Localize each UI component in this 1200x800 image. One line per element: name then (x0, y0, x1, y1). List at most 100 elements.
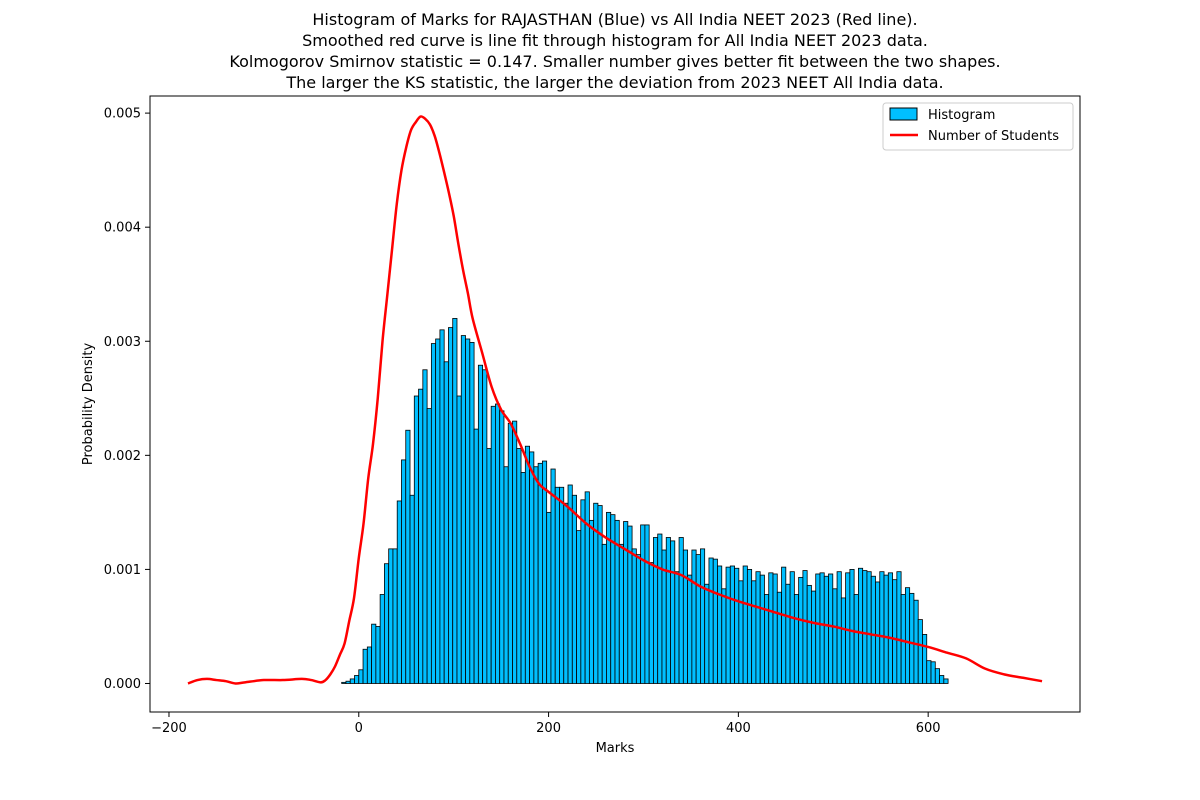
histogram-bar (930, 661, 936, 684)
x-tick-label: 200 (536, 721, 561, 736)
histogram-bar (443, 361, 449, 684)
histogram-bar (456, 395, 462, 684)
histogram-bar (435, 338, 441, 684)
histogram-bar (670, 540, 676, 684)
histogram-bar (388, 548, 394, 684)
histogram-bar (896, 571, 902, 684)
histogram-bar (806, 584, 812, 684)
histogram-bar (682, 549, 689, 684)
x-tick-label: 0 (355, 721, 363, 736)
histogram-bar (751, 580, 757, 684)
histogram-bar (567, 484, 573, 684)
histogram-bar (571, 494, 577, 684)
histogram-bar (495, 403, 501, 684)
histogram-bar (700, 548, 706, 684)
histogram-bar (341, 681, 347, 684)
histogram-bar (631, 548, 637, 684)
chart-title-line-2: Smoothed red curve is line fit through h… (302, 31, 928, 50)
histogram-bar (768, 572, 774, 684)
histogram-bar (840, 597, 847, 684)
histogram-bars (341, 318, 949, 684)
histogram-bar (371, 623, 377, 684)
histogram-bar (926, 660, 932, 684)
histogram-bar (934, 668, 940, 684)
histogram-bar (879, 571, 885, 684)
histogram-bar (917, 619, 923, 684)
histogram-bar (648, 562, 654, 684)
histogram-bar (559, 486, 565, 684)
histogram-bar (640, 524, 646, 684)
histogram-bar (580, 499, 586, 684)
histogram-bar (426, 408, 432, 684)
histogram-bar (772, 573, 778, 684)
histogram-bar (623, 521, 629, 684)
histogram-bar (524, 445, 530, 684)
chart-legend: Histogram Number of Students (882, 102, 1074, 151)
legend-histogram-swatch (889, 107, 918, 121)
histogram-bar (819, 572, 825, 684)
histogram-bar (832, 588, 838, 684)
histogram-bar (533, 466, 539, 684)
histogram-bar (875, 581, 881, 684)
histogram-bar (883, 574, 889, 684)
histogram-bar (503, 466, 509, 684)
histogram-bar (362, 648, 368, 684)
histogram-bar (913, 599, 919, 684)
histogram-bar (665, 537, 671, 684)
histogram-bar (584, 491, 590, 684)
histogram-bar (507, 422, 513, 684)
histogram-bar (418, 388, 424, 684)
histogram-bar (644, 524, 650, 684)
histogram-bar (764, 594, 770, 684)
chart-title-line-1: Histogram of Marks for RAJASTHAN (Blue) … (312, 10, 917, 29)
histogram-bar (349, 678, 355, 684)
histogram-bar (554, 486, 560, 684)
y-tick-label: 0.004 (104, 221, 141, 236)
x-tick-label: −200 (151, 721, 187, 736)
histogram-bar (687, 574, 693, 684)
histogram-bar (755, 571, 761, 684)
legend-box (882, 102, 1074, 151)
x-axis-label: Marks (596, 741, 635, 756)
y-tick-label: 0.003 (104, 335, 141, 350)
histogram-bar (887, 572, 893, 684)
chart-title-line-3: Kolmogorov Smirnov statistic = 0.147. Sm… (229, 52, 1000, 71)
histogram-bar (759, 574, 765, 684)
y-tick-label: 0.002 (104, 449, 141, 464)
histogram-bar (691, 549, 697, 684)
histogram-bar (396, 500, 402, 684)
histogram-bar (781, 566, 787, 684)
histogram-bar (401, 459, 407, 684)
histogram-bar (793, 594, 800, 684)
histogram-bar (815, 573, 821, 684)
histogram-bar (383, 563, 390, 684)
histogram-bar (635, 554, 642, 684)
histogram-bar (734, 567, 740, 684)
histogram-bar (345, 680, 351, 684)
histogram-bar (892, 579, 898, 684)
histogram-bar (849, 569, 855, 684)
histogram-bar (405, 429, 411, 684)
histogram-bar (409, 494, 415, 684)
histogram-bar (460, 335, 466, 684)
x-tick-label: 600 (916, 721, 941, 736)
density-line-layer (187, 115, 1043, 685)
histogram-bar (858, 567, 864, 684)
histogram-bar (909, 592, 915, 684)
density-line (187, 115, 1043, 685)
histogram-bar (828, 573, 834, 684)
histogram-bar (653, 537, 659, 684)
histogram-bar (862, 570, 868, 684)
histogram-bar (512, 420, 518, 684)
histogram-bar (823, 575, 829, 684)
histogram-bar (486, 448, 492, 684)
histogram-bar (516, 448, 522, 684)
histogram-bar (542, 460, 548, 684)
histogram-bar (469, 341, 475, 684)
y-tick-label: 0.000 (104, 677, 141, 692)
histogram-bar (845, 572, 851, 684)
chart-title: Histogram of Marks for RAJASTHAN (Blue) … (229, 10, 1000, 92)
histogram-bar (473, 428, 479, 684)
histogram-bar (729, 565, 735, 684)
